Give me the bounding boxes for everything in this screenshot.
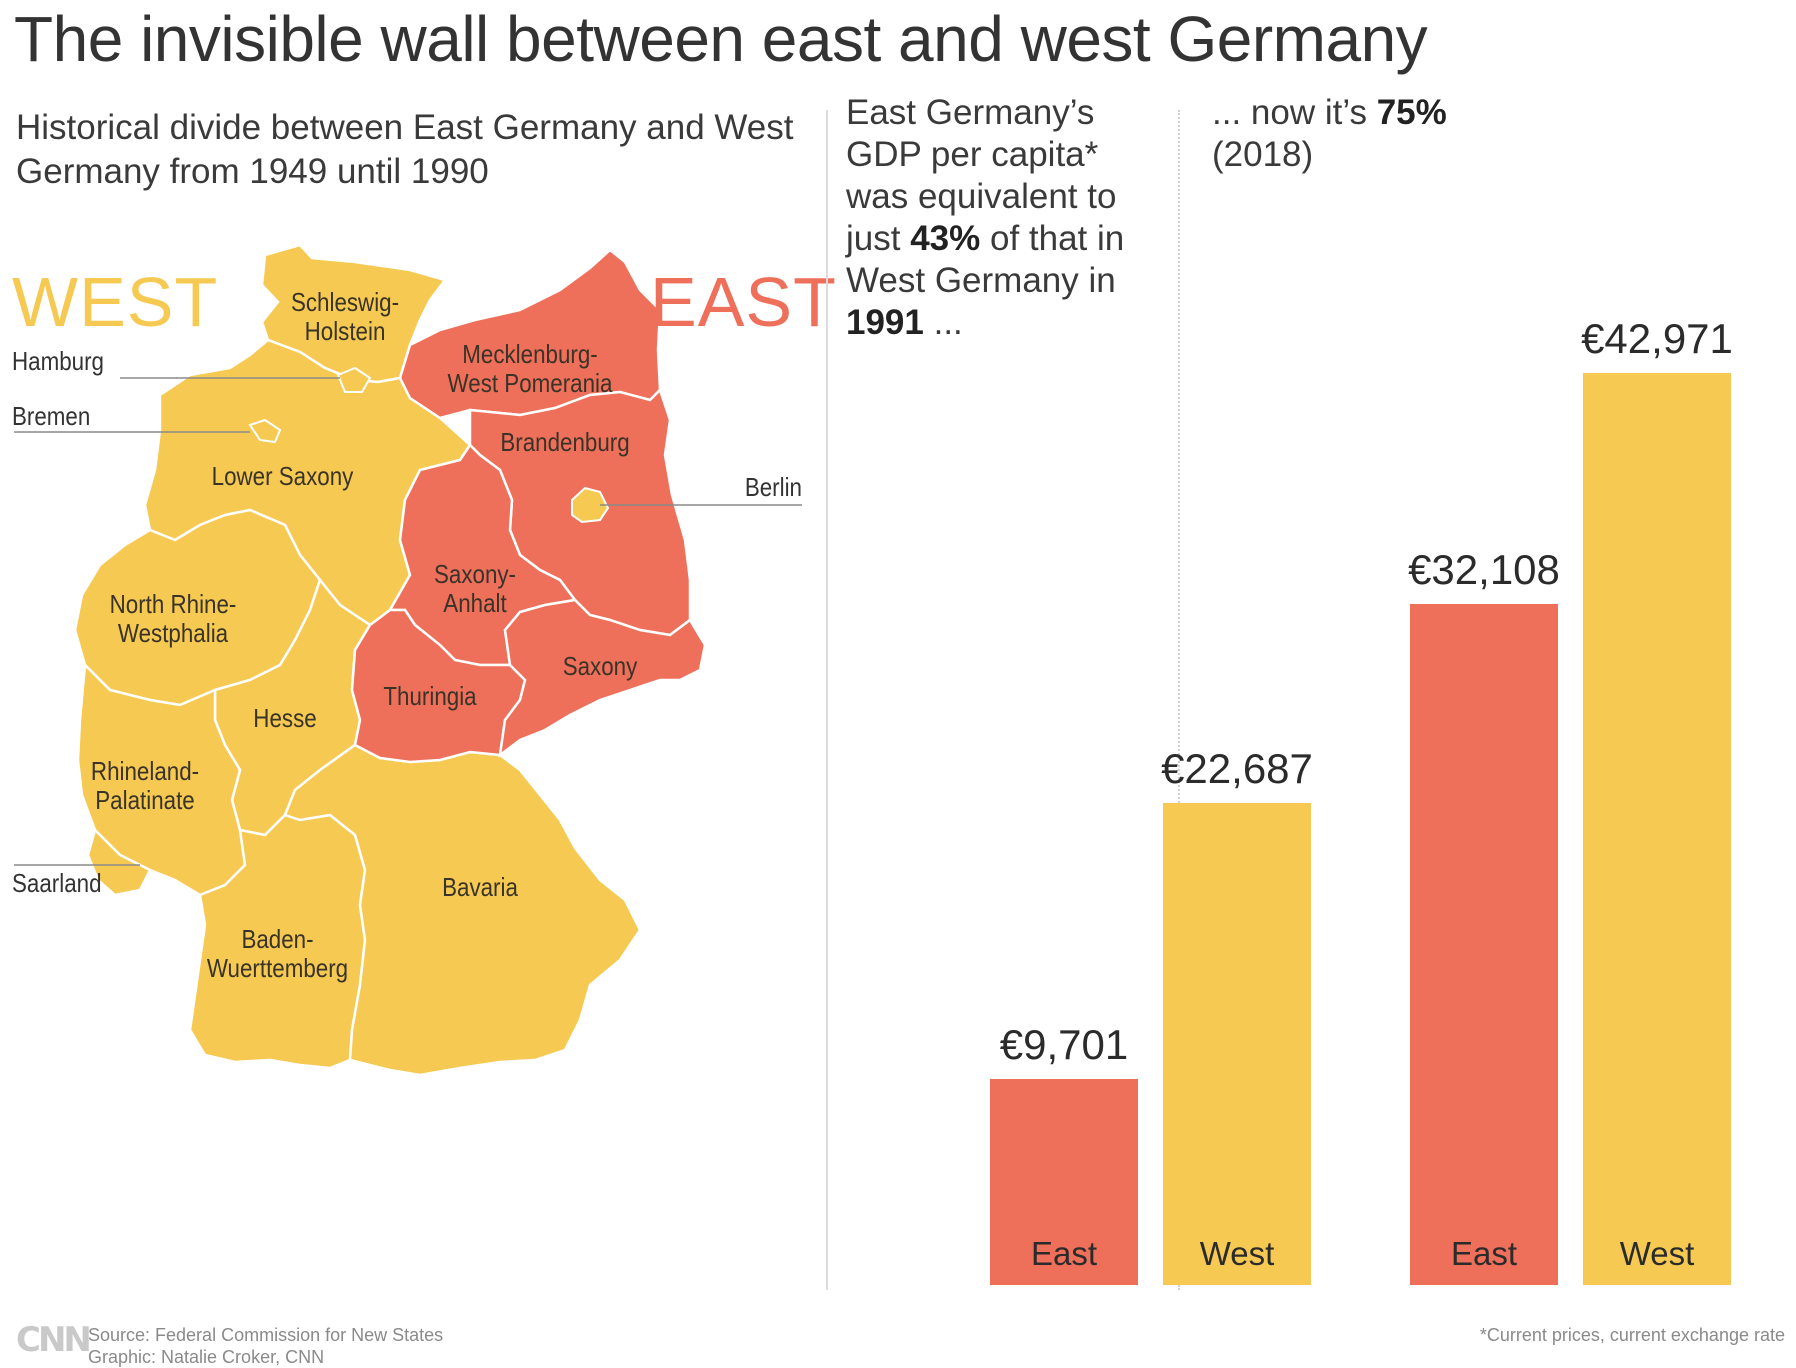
region-berlin <box>571 486 610 524</box>
map-subtitle: Historical divide between East Germany a… <box>16 108 794 191</box>
bar-category-2018-east: East <box>1450 1235 1518 1272</box>
label-hamburg: Hamburg <box>12 346 104 376</box>
footnote: *Current prices, current exchange rate <box>1479 1325 1785 1345</box>
label-saxony-anhalt: Saxony- Anhalt <box>433 559 517 618</box>
region-bremen <box>248 418 282 444</box>
label-brandenburg: Brandenburg <box>500 427 630 457</box>
label-lower-saxony: Lower Saxony <box>211 461 354 491</box>
label-mecklenburg: Mecklenburg- West Pomerania <box>447 339 613 398</box>
bar-value-1991-west: €22,687 <box>1161 745 1313 792</box>
bar-2018-west <box>1583 373 1731 1285</box>
bar-1991-east <box>990 1079 1138 1285</box>
bar-value-1991-east: €9,701 <box>999 1021 1129 1068</box>
label-thuringia: Thuringia <box>383 681 477 711</box>
cnn-logo: CNN <box>16 1320 92 1360</box>
bar-1991-west <box>1163 803 1311 1285</box>
footer-source: Source: Federal Commission for New State… <box>88 1324 443 1368</box>
panel-1991-text: East Germany’s GDP per capita* was equiv… <box>846 92 1166 344</box>
label-saxony: Saxony <box>562 651 638 681</box>
divider-chart-chart <box>1178 110 1180 1290</box>
east-label: EAST <box>650 263 837 341</box>
region-bavaria <box>283 743 642 1077</box>
panel-1991-percent: 43% <box>910 219 981 258</box>
panel-2018-text-before: ... now it’s <box>1212 93 1377 132</box>
west-label: WEST <box>12 263 219 341</box>
region-saarland <box>86 827 152 897</box>
label-baden-wuerttemberg: Baden- Wuerttemberg <box>206 924 349 983</box>
label-bavaria: Bavaria <box>442 872 518 902</box>
bar-category-2018-west: West <box>1619 1235 1695 1272</box>
panel-2018-year: (2018) <box>1212 135 1314 174</box>
page-title: The invisible wall between east and west… <box>14 3 1428 75</box>
panel-1991-text-mid: of that in West Germany in <box>846 219 1125 300</box>
label-bremen: Bremen <box>12 401 91 431</box>
bar-category-1991-west: West <box>1199 1235 1275 1272</box>
label-rhineland-palatinate: Rhineland- Palatinate <box>90 756 200 815</box>
panel-1991-year: 1991 <box>846 303 924 342</box>
region-hamburg <box>336 366 372 393</box>
bar-2018-east <box>1410 604 1558 1285</box>
region-mecklenburg <box>398 248 662 420</box>
panel-2018-text: ... now it’s 75% (2018) <box>1212 92 1512 176</box>
label-berlin: Berlin <box>744 472 802 502</box>
label-hesse: Hesse <box>253 703 317 733</box>
bar-value-2018-west: €42,971 <box>1581 315 1733 362</box>
panel-1991-text-before: East Germany’s GDP per capita* was equiv… <box>846 93 1117 258</box>
panel-2018-percent: 75% <box>1376 93 1447 132</box>
germany-map <box>14 243 802 1077</box>
bar-category-1991-east: East <box>1030 1235 1098 1272</box>
label-saarland: Saarland <box>12 868 102 898</box>
panel-1991-text-after: ... <box>923 303 963 342</box>
bar-value-2018-east: €32,108 <box>1408 546 1560 593</box>
graphic-credit: Graphic: Natalie Croker, CNN <box>88 1347 325 1367</box>
region-saxony <box>498 598 707 758</box>
source-text: Source: Federal Commission for New State… <box>88 1325 444 1345</box>
label-nrw: North Rhine- Westphalia <box>109 589 237 648</box>
divider-map-chart <box>826 110 828 1290</box>
label-schleswig-holstein: Schleswig- Holstein <box>290 287 400 346</box>
